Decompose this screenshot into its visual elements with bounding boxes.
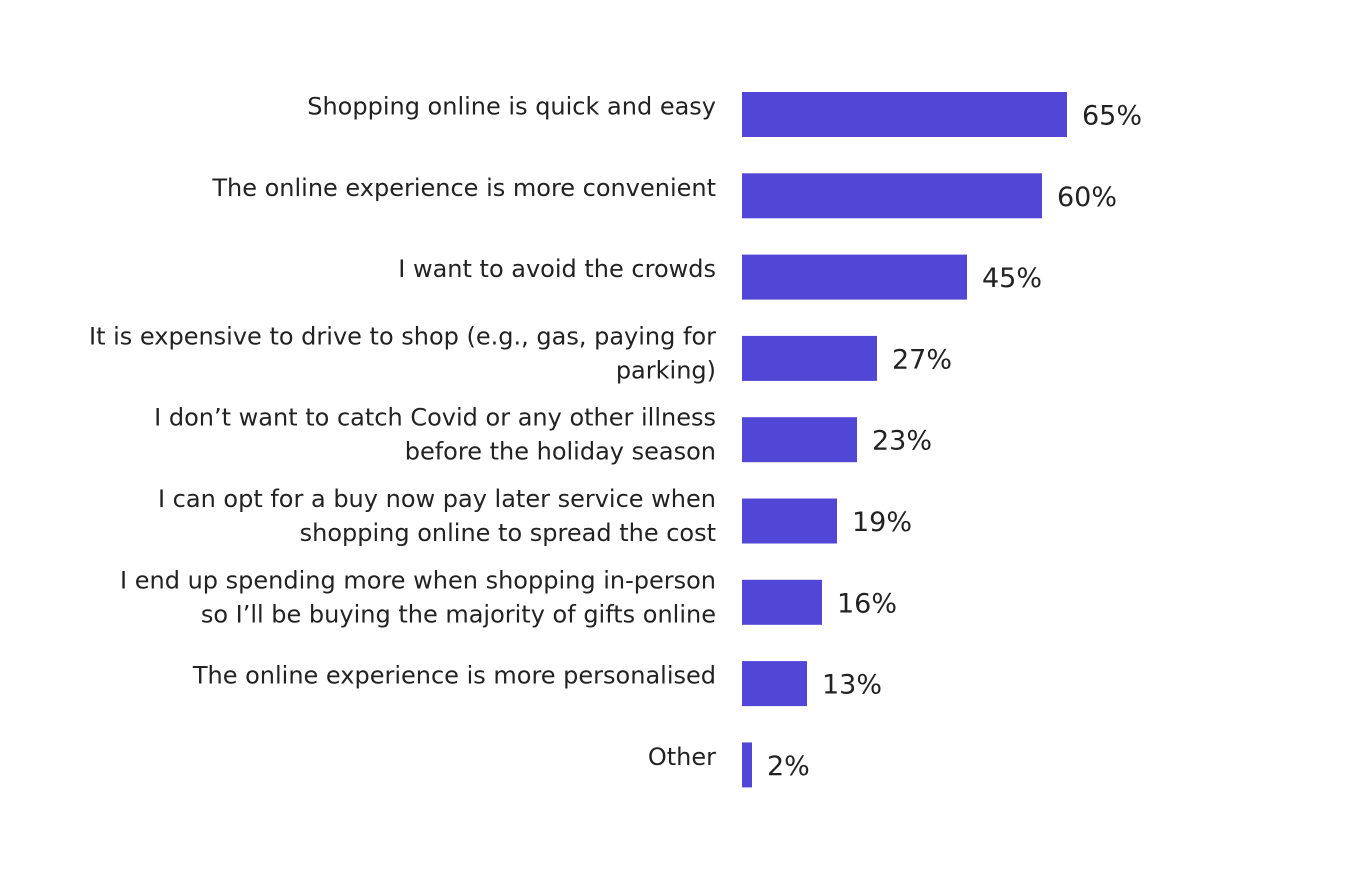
category-label-6-line-1: I can opt for a buy now pay later servic… xyxy=(158,485,716,513)
value-label-3: 45% xyxy=(982,263,1042,294)
value-label-9: 2% xyxy=(767,751,810,782)
category-label-9-line-1: Other xyxy=(648,743,716,771)
category-label-7-line-1: I end up spending more when shopping in-… xyxy=(120,566,716,594)
category-label-4-line-1: It is expensive to drive to shop (e.g., … xyxy=(89,322,716,350)
bar-7 xyxy=(742,579,822,625)
value-label-7: 16% xyxy=(837,588,897,619)
category-label-4: It is expensive to drive to shop (e.g., … xyxy=(89,322,716,384)
category-label-5-line-2: before the holiday season xyxy=(405,438,716,466)
category-label-1: Shopping online is quick and easy xyxy=(307,93,716,121)
category-label-3: I want to avoid the crowds xyxy=(398,255,716,283)
category-label-7-line-2: so I’ll be buying the majority of gifts … xyxy=(201,600,716,628)
category-label-4-line-2: parking) xyxy=(616,356,716,384)
value-label-8: 13% xyxy=(822,670,882,701)
category-label-5-line-1: I don’t want to catch Covid or any other… xyxy=(154,404,716,432)
value-label-2: 60% xyxy=(1057,182,1117,213)
category-label-9: Other xyxy=(648,743,716,771)
category-label-2-line-1: The online experience is more convenient xyxy=(211,174,716,202)
category-label-6: I can opt for a buy now pay later servic… xyxy=(158,485,716,547)
category-label-7: I end up spending more when shopping in-… xyxy=(120,566,716,628)
value-label-1: 65% xyxy=(1082,101,1142,132)
value-labels-group: 65% 60% 45% 27% 23% 19% 16% 13% 2% xyxy=(767,101,1142,782)
category-label-8-line-1: The online experience is more personalis… xyxy=(192,662,716,690)
bar-9 xyxy=(742,742,752,788)
bar-3 xyxy=(742,254,967,300)
category-labels-group: Shopping online is quick and easy The onl… xyxy=(89,93,716,771)
bar-8 xyxy=(742,661,807,707)
category-label-2: The online experience is more convenient xyxy=(211,174,716,202)
value-label-5: 23% xyxy=(872,426,932,457)
bar-6 xyxy=(742,498,837,544)
bar-2 xyxy=(742,173,1042,219)
bar-1 xyxy=(742,92,1067,137)
value-label-4: 27% xyxy=(892,344,952,375)
category-label-8: The online experience is more personalis… xyxy=(192,662,716,690)
category-label-5: I don’t want to catch Covid or any other… xyxy=(154,404,716,466)
value-label-6: 19% xyxy=(852,507,912,538)
category-label-1-line-1: Shopping online is quick and easy xyxy=(307,93,716,121)
category-label-3-line-1: I want to avoid the crowds xyxy=(398,255,716,283)
bar-4 xyxy=(742,335,877,381)
bars-group xyxy=(742,92,1067,788)
bar-5 xyxy=(742,417,857,463)
category-label-6-line-2: shopping online to spread the cost xyxy=(300,519,716,547)
